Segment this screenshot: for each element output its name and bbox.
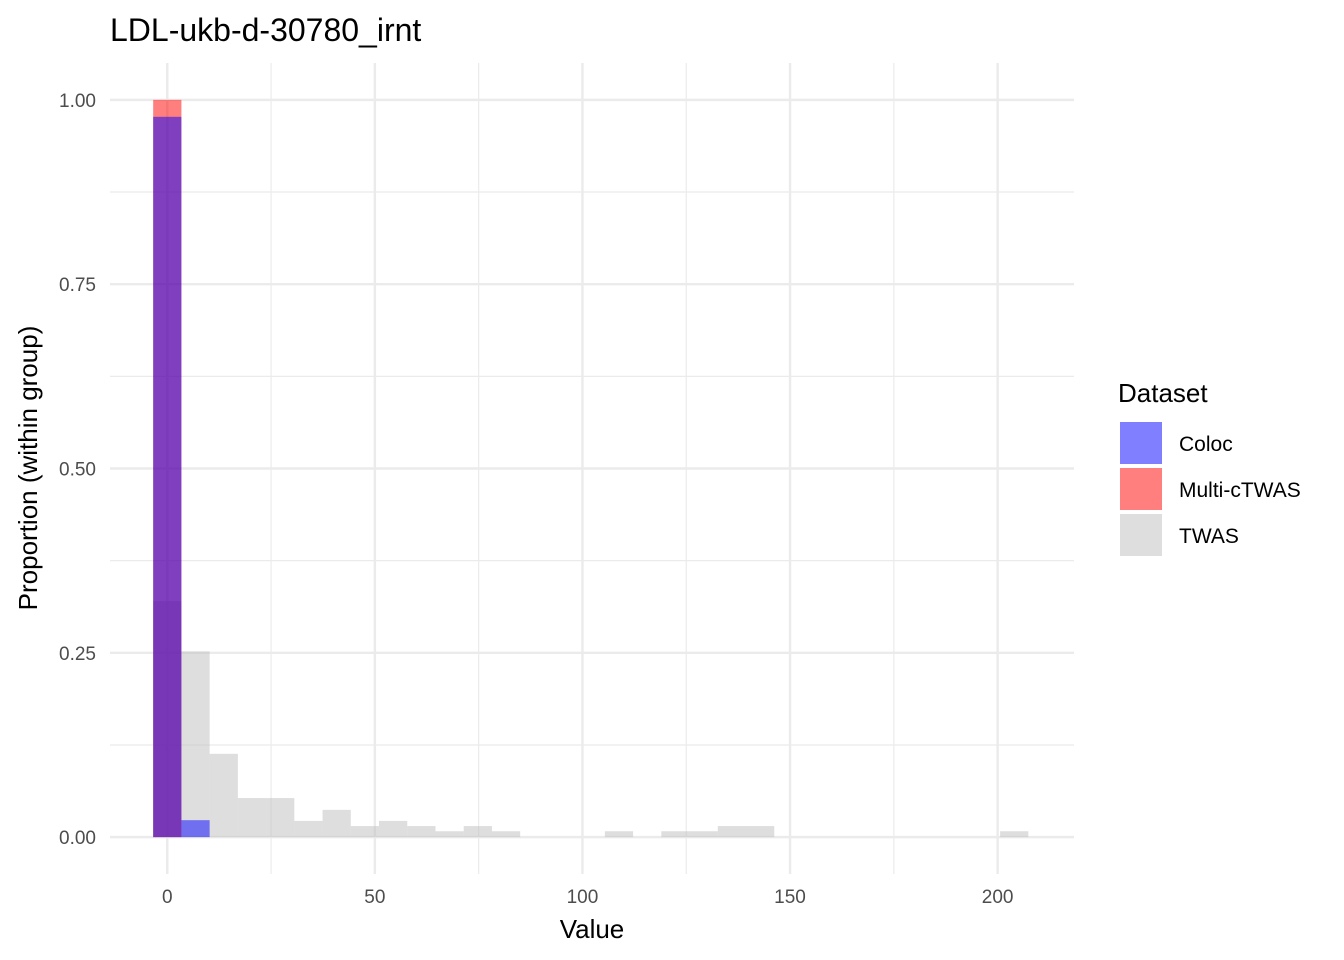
- chart-title: LDL-ukb-d-30780_irnt: [110, 12, 421, 48]
- y-tick-label: 1.00: [59, 91, 96, 112]
- legend-item: Coloc: [1120, 422, 1233, 464]
- bar: [491, 831, 521, 838]
- legend-title: Dataset: [1118, 378, 1208, 408]
- bar: [153, 116, 182, 838]
- bar: [689, 831, 718, 838]
- bar: [322, 809, 351, 838]
- bar: [294, 820, 323, 838]
- bar: [407, 826, 436, 838]
- legend-key: [1120, 468, 1162, 510]
- grid: [110, 63, 1074, 874]
- legend-label: TWAS: [1179, 525, 1239, 548]
- bar: [181, 651, 210, 838]
- legend: Dataset Coloc Multi-cTWAS TWAS: [1118, 378, 1301, 556]
- legend-key: [1120, 514, 1162, 556]
- y-tick-label: 0.25: [59, 644, 96, 665]
- bar: [350, 826, 380, 838]
- legend-label: Coloc: [1179, 433, 1233, 456]
- bar: [661, 831, 690, 838]
- series-coloc: [153, 116, 210, 838]
- y-tick-label: 0.00: [59, 828, 96, 849]
- bar: [1000, 831, 1029, 838]
- legend-item: Multi-cTWAS: [1120, 468, 1301, 510]
- x-axis-tick-labels: 0 50 100 150 200: [162, 887, 1013, 908]
- bar: [604, 831, 634, 838]
- legend-item: TWAS: [1120, 514, 1239, 556]
- bar: [435, 831, 464, 838]
- legend-key: [1120, 422, 1162, 464]
- bar: [746, 826, 775, 838]
- legend-label: Multi-cTWAS: [1179, 479, 1301, 502]
- series-twas: [153, 601, 1029, 838]
- x-tick-label: 0: [162, 887, 173, 908]
- bar: [266, 798, 295, 838]
- bars: [153, 99, 1029, 838]
- bar: [717, 826, 747, 838]
- x-axis-title: Value: [560, 914, 625, 944]
- y-tick-label: 0.75: [59, 275, 96, 296]
- bar: [463, 826, 492, 838]
- bar: [209, 753, 238, 838]
- x-tick-label: 200: [982, 887, 1014, 908]
- x-tick-label: 100: [567, 887, 599, 908]
- bar: [237, 798, 267, 838]
- y-axis-tick-labels: 0.00 0.25 0.50 0.75 1.00: [59, 91, 96, 849]
- y-axis-title: Proportion (within group): [13, 326, 43, 611]
- bar: [181, 820, 210, 838]
- x-tick-label: 50: [364, 887, 385, 908]
- y-tick-label: 0.50: [59, 460, 96, 481]
- x-tick-label: 150: [774, 887, 806, 908]
- bar: [379, 820, 408, 838]
